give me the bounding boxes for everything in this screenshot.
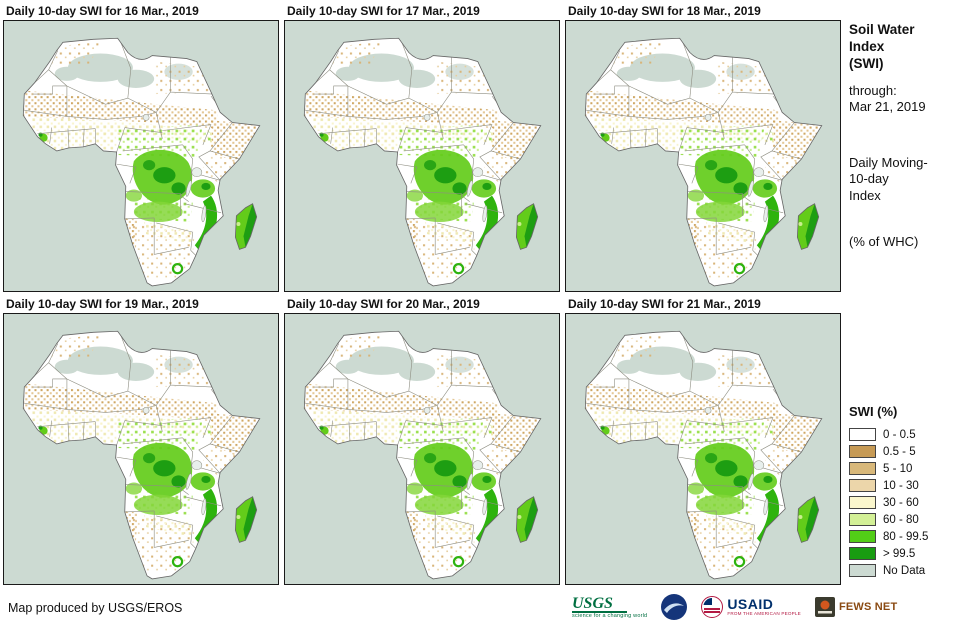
map-panel-21mar: Daily 10-day SWI for 21 Mar., 2019 [565,295,842,585]
map-grid: Daily 10-day SWI for 16 Mar., 2019 Daily… [3,2,842,585]
legend-label: 10 - 30 [883,479,919,492]
through-date: through: Mar 21, 2019 [849,82,926,114]
usgs-tagline: science for a changing world [572,612,648,619]
legend-row: 0 - 0.5 [849,426,965,443]
map-panel-title: Daily 10-day SWI for 20 Mar., 2019 [287,297,480,311]
legend-label: 60 - 80 [883,513,919,526]
legend-swatch-5 [849,513,876,526]
noaa-emblem-icon [661,594,688,620]
legend-row: 30 - 60 [849,494,965,511]
legend-row: 10 - 30 [849,477,965,494]
usaid-wordmark: USAID [727,596,774,613]
map-panel-17mar: Daily 10-day SWI for 17 Mar., 2019 [284,2,561,292]
legend-label: 0 - 0.5 [883,428,916,441]
map-panel-18mar: Daily 10-day SWI for 18 Mar., 2019 [565,2,842,292]
fewsnet-emblem-icon [814,597,835,617]
legend-label: 80 - 99.5 [883,530,929,543]
africa-swi-map [284,313,560,585]
legend-row: 60 - 80 [849,511,965,528]
map-panel-19mar: Daily 10-day SWI for 19 Mar., 2019 [3,295,280,585]
africa-swi-map [3,313,279,585]
legend-swatch-1 [849,445,876,458]
legend-row: 80 - 99.5 [849,528,965,545]
legend-label: 30 - 60 [883,496,919,509]
noaa-logo [661,594,688,620]
fewsnet-logo: FEWS NET [814,597,898,617]
legend-swatch-6 [849,530,876,543]
legend-label: > 99.5 [883,547,916,560]
legend-row: No Data [849,562,965,579]
legend-swatch-3 [849,479,876,492]
map-credit: Map produced by USGS/EROS [8,601,183,615]
swi-legend: SWI (%) 0 - 0.5 0.5 - 5 5 - 10 10 - 30 3… [849,404,965,579]
map-panel-16mar: Daily 10-day SWI for 16 Mar., 2019 [3,2,280,292]
sidebar-title: Soil Water Index (SWI) [849,22,915,71]
africa-swi-map [284,20,560,292]
map-panel-title: Daily 10-day SWI for 19 Mar., 2019 [6,297,199,311]
legend-title: SWI (%) [849,404,898,419]
index-type: Daily Moving- 10-day Index [849,155,928,203]
logo-row: USGS science for a changing world USAID … [572,591,897,623]
usaid-emblem-icon [701,596,724,618]
legend-swatch-2 [849,462,876,475]
legend-row: 0.5 - 5 [849,443,965,460]
usaid-tagline: FROM THE AMERICAN PEOPLE [727,611,801,617]
usaid-logo: USAID FROM THE AMERICAN PEOPLE [701,596,801,618]
legend-label: 0.5 - 5 [883,445,916,458]
map-panel-20mar: Daily 10-day SWI for 20 Mar., 2019 [284,295,561,585]
usgs-wordmark: USGS [572,595,627,613]
map-panel-title: Daily 10-day SWI for 17 Mar., 2019 [287,4,480,18]
legend-row: 5 - 10 [849,460,965,477]
usgs-logo: USGS science for a changing world [572,595,648,619]
africa-swi-map [565,313,841,585]
legend-swatch-4 [849,496,876,509]
unit-label: (% of WHC) [849,233,919,249]
map-panel-title: Daily 10-day SWI for 21 Mar., 2019 [568,297,761,311]
fewsnet-wordmark: FEWS NET [838,601,898,613]
africa-swi-map [3,20,279,292]
legend-row: > 99.5 [849,545,965,562]
legend-label: 5 - 10 [883,462,913,475]
legend-swatch-7 [849,547,876,560]
africa-swi-map [565,20,841,292]
map-panel-title: Daily 10-day SWI for 18 Mar., 2019 [568,4,761,18]
sidebar: Soil Water Index (SWI) through: Mar 21, … [849,22,961,250]
legend-label: No Data [883,564,926,577]
legend-swatch-0 [849,428,876,441]
legend-swatch-8 [849,564,876,577]
map-panel-title: Daily 10-day SWI for 16 Mar., 2019 [6,4,199,18]
